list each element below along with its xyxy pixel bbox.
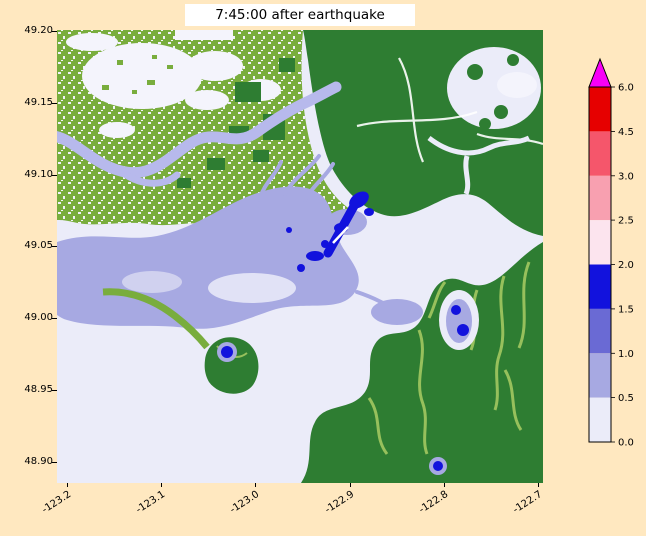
y-tick-label: 48.95 — [24, 384, 53, 395]
y-tick — [52, 31, 57, 32]
y-tick — [52, 462, 57, 463]
colorbar-tick-label: 0.5 — [618, 393, 634, 404]
deep-flood-marks — [221, 191, 469, 471]
inundation-map — [57, 30, 543, 483]
x-tick — [255, 483, 256, 487]
colorbar-tick-label: 0.0 — [618, 438, 634, 449]
y-tick-label: 49.15 — [24, 97, 53, 108]
x-tick-label: -122.7 — [510, 489, 544, 516]
forest-roads — [356, 57, 543, 163]
x-tick — [67, 483, 68, 487]
channel-bridge-mark — [332, 226, 349, 244]
bay-inlet-flood — [446, 299, 472, 343]
colorbar-tick-label: 2.0 — [618, 260, 634, 271]
chart-title: 7:45:00 after earthquake — [185, 4, 415, 26]
colorbar-segment — [589, 353, 611, 398]
colorbar-tick-label: 3.0 — [618, 171, 634, 182]
notch-forest-islands — [467, 54, 519, 130]
y-tick-label: 49.10 — [24, 169, 53, 180]
x-tick-label: -122.9 — [322, 489, 356, 516]
forest-gullies — [367, 261, 531, 455]
x-tick — [350, 483, 351, 487]
y-tick — [52, 246, 57, 247]
colorbar-segment — [589, 175, 611, 221]
colorbar-tick-label: 1.5 — [618, 304, 634, 315]
flood-arm-east — [371, 299, 423, 325]
x-tick — [161, 483, 162, 487]
x-tick-label: -123.2 — [39, 489, 73, 516]
flood-zone-pale-west — [122, 271, 182, 293]
colorbar-segment — [589, 264, 611, 309]
y-tick-label: 48.90 — [24, 456, 53, 467]
title-row: 7:45:00 after earthquake — [57, 4, 543, 26]
x-tick-label: -123.0 — [227, 489, 261, 516]
x-tick-label: -122.8 — [416, 489, 450, 516]
y-tick-label: 49.05 — [24, 240, 53, 251]
y-tick-label: 49.00 — [24, 312, 53, 323]
colorbar-segment — [589, 220, 611, 265]
colorbar: 6.0 4.5 3.0 2.5 2.0 1.5 1.0 0.5 0.0 — [588, 57, 634, 449]
y-tick — [52, 175, 57, 176]
flood-zone-pale-center — [208, 273, 296, 303]
colorbar-segment — [589, 131, 611, 176]
y-tick — [52, 390, 57, 391]
colorbar-segment — [589, 308, 611, 354]
y-tick — [52, 103, 57, 104]
urban-green-speckles — [102, 55, 173, 94]
y-tick — [52, 318, 57, 319]
colorbar-tick-label: 2.5 — [618, 216, 634, 227]
forest-valleys — [427, 135, 531, 195]
colorbar-tick-label: 1.0 — [618, 349, 634, 360]
fraser-river — [57, 81, 342, 187]
notch-clearing — [497, 72, 537, 98]
x-tick-label: -123.1 — [133, 489, 167, 516]
colorbar-segment — [589, 397, 611, 442]
colorbar-extend-triangle — [588, 57, 612, 88]
x-tick — [444, 483, 445, 487]
x-tick — [538, 483, 539, 487]
colorbar-tick-label: 6.0 — [618, 83, 634, 94]
colorbar-ticks — [611, 86, 615, 443]
colorbar-tick-label: 4.5 — [618, 127, 634, 138]
colorbar-segment — [589, 87, 611, 132]
coastal-green-strip — [102, 288, 210, 350]
y-tick-label: 49.20 — [24, 25, 53, 36]
